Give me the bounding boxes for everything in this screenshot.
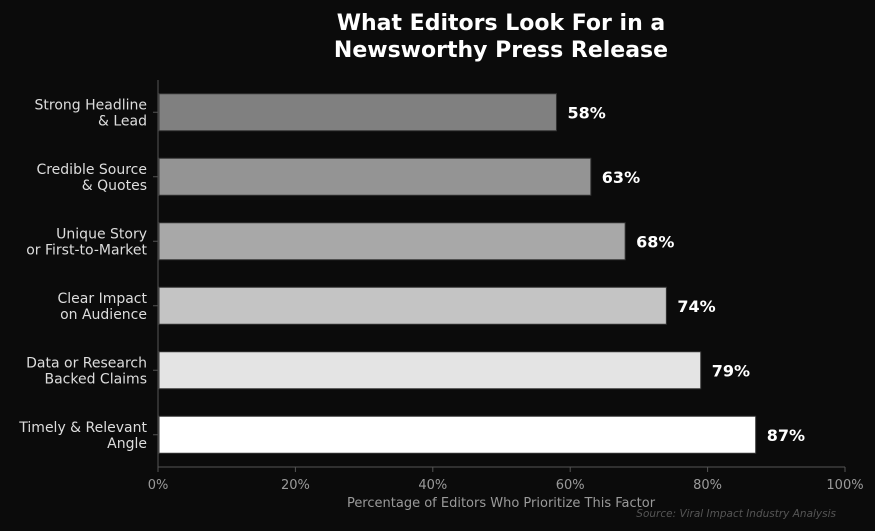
- category-label-line: Clear Impact: [58, 291, 148, 307]
- chart-title: What Editors Look For in a Newsworthy Pre…: [334, 11, 668, 63]
- x-axis-label: Percentage of Editors Who Prioritize Thi…: [347, 496, 656, 511]
- data-label: 87%: [767, 426, 805, 445]
- chart-title-line: What Editors Look For in a: [337, 11, 666, 36]
- category-label-line: Credible Source: [36, 162, 147, 178]
- data-label: 68%: [636, 232, 674, 251]
- bar: [158, 157, 592, 196]
- bar: [158, 351, 702, 390]
- category-label-line: Data or Research: [26, 355, 147, 371]
- bar: [158, 93, 557, 132]
- category-label: Strong Headline & Lead: [35, 97, 147, 129]
- category-label: Timely & Relevant Angle: [18, 420, 147, 452]
- plot-area: 0% 20% 40% 60% 80% 100% Strong Headline & Lead 5…: [18, 80, 864, 493]
- data-label: 63%: [602, 168, 640, 187]
- data-label: 58%: [567, 103, 605, 122]
- category-label-line: Unique Story: [56, 226, 147, 242]
- x-tick-label: 0%: [148, 478, 169, 493]
- data-label: 74%: [677, 297, 715, 316]
- category-label-line: Angle: [107, 436, 147, 452]
- category-label-line: & Quotes: [82, 178, 147, 194]
- category-label-line: on Audience: [60, 307, 147, 323]
- bar: [158, 222, 626, 261]
- category-label: Credible Source & Quotes: [36, 162, 147, 194]
- category-label-line: or First-to-Market: [26, 242, 147, 258]
- category-label-line: Strong Headline: [35, 97, 147, 113]
- category-label-line: Backed Claims: [44, 371, 147, 387]
- category-label-line: & Lead: [98, 113, 147, 129]
- x-tick-label: 20%: [281, 478, 310, 493]
- x-tick-label: 40%: [418, 478, 447, 493]
- category-label-line: Timely & Relevant: [18, 420, 147, 436]
- category-label: Clear Impact on Audience: [58, 291, 148, 323]
- source-note: Source: Viral Impact Industry Analysis: [636, 508, 836, 520]
- bar: [158, 286, 667, 325]
- category-label: Unique Story or First-to-Market: [26, 226, 147, 258]
- x-tick-label: 60%: [556, 478, 585, 493]
- chart-title-line: Newsworthy Press Release: [334, 38, 668, 63]
- data-label: 79%: [712, 361, 750, 380]
- bar: [158, 415, 757, 454]
- x-tick-label: 80%: [693, 478, 722, 493]
- x-tick-label: 100%: [826, 478, 863, 493]
- category-label: Data or Research Backed Claims: [26, 355, 147, 387]
